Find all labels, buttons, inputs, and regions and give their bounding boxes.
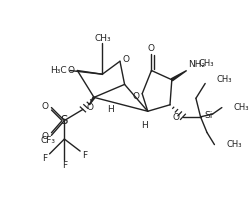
Polygon shape: [90, 97, 95, 105]
Text: H₃C: H₃C: [50, 66, 67, 75]
Text: H: H: [142, 121, 148, 130]
Polygon shape: [171, 71, 187, 81]
Text: F: F: [82, 151, 87, 160]
Text: CF₃: CF₃: [40, 136, 55, 145]
Text: O: O: [67, 66, 74, 75]
Text: CH₃: CH₃: [226, 140, 242, 149]
Text: H: H: [107, 105, 114, 114]
Text: CH₃: CH₃: [94, 34, 111, 43]
Text: F: F: [42, 154, 48, 163]
Text: CH₃: CH₃: [234, 103, 250, 112]
Text: Si: Si: [204, 111, 213, 120]
Text: F: F: [62, 161, 67, 170]
Text: O: O: [172, 113, 179, 122]
Text: O: O: [148, 44, 155, 53]
Text: O: O: [42, 132, 48, 141]
Text: CH₃: CH₃: [216, 75, 232, 84]
Text: O: O: [132, 92, 139, 101]
Text: O: O: [42, 102, 48, 111]
Text: S: S: [61, 114, 68, 127]
Text: O: O: [122, 55, 129, 64]
Text: CH₃: CH₃: [199, 59, 214, 68]
Text: NH₂: NH₂: [188, 60, 206, 69]
Text: O: O: [87, 103, 94, 112]
